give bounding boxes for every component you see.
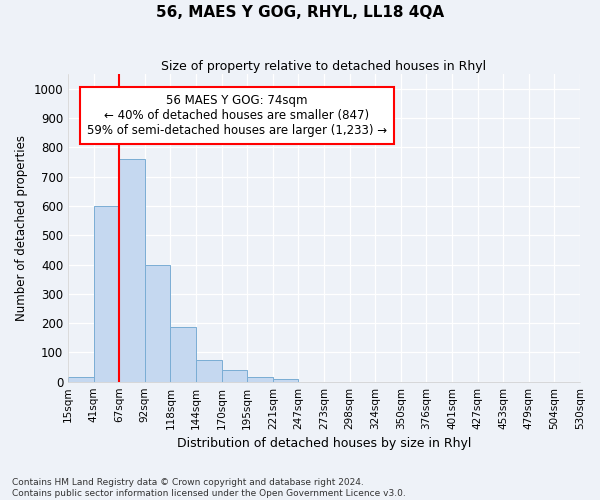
Title: Size of property relative to detached houses in Rhyl: Size of property relative to detached ho… xyxy=(161,60,487,73)
Text: 56, MAES Y GOG, RHYL, LL18 4QA: 56, MAES Y GOG, RHYL, LL18 4QA xyxy=(156,5,444,20)
Bar xyxy=(247,378,273,382)
Bar xyxy=(170,328,196,382)
Text: 56 MAES Y GOG: 74sqm
← 40% of detached houses are smaller (847)
59% of semi-deta: 56 MAES Y GOG: 74sqm ← 40% of detached h… xyxy=(87,94,387,137)
Y-axis label: Number of detached properties: Number of detached properties xyxy=(15,135,28,321)
Bar xyxy=(196,360,221,382)
Text: Contains HM Land Registry data © Crown copyright and database right 2024.
Contai: Contains HM Land Registry data © Crown c… xyxy=(12,478,406,498)
X-axis label: Distribution of detached houses by size in Rhyl: Distribution of detached houses by size … xyxy=(177,437,471,450)
Bar xyxy=(145,264,170,382)
Bar xyxy=(68,378,94,382)
Bar xyxy=(94,206,119,382)
Bar xyxy=(119,159,145,382)
Bar xyxy=(273,379,298,382)
Bar xyxy=(221,370,247,382)
